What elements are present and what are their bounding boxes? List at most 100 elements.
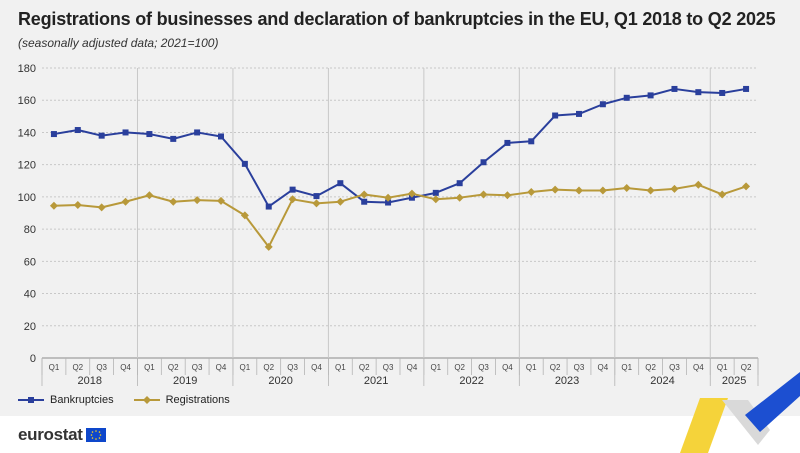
data-point-registrations — [97, 203, 106, 212]
data-point-bankruptcies — [218, 133, 224, 140]
x-tick-label-quarter: Q3 — [96, 363, 107, 372]
data-point-bankruptcies — [385, 199, 392, 206]
x-tick-label-quarter: Q1 — [526, 363, 537, 372]
data-point-registrations — [169, 197, 178, 206]
data-point-registrations — [598, 186, 607, 195]
legend: Bankruptcies Registrations — [18, 394, 250, 406]
x-tick-label-quarter: Q4 — [693, 363, 704, 372]
x-tick-label-quarter: Q3 — [669, 363, 680, 372]
data-point-bankruptcies — [265, 203, 272, 210]
x-tick-label-quarter: Q4 — [311, 363, 322, 372]
x-tick-label-quarter: Q4 — [598, 363, 609, 372]
data-point-bankruptcies — [504, 139, 511, 146]
x-tick-label-quarter: Q2 — [645, 363, 656, 372]
x-tick-label-quarter: Q3 — [192, 363, 203, 372]
data-point-bankruptcies — [647, 92, 654, 99]
data-point-registrations — [49, 201, 58, 210]
y-tick-label: 0 — [30, 353, 36, 365]
data-point-bankruptcies — [74, 127, 81, 134]
y-tick-label: 120 — [18, 160, 36, 172]
chart-title: Registrations of businesses and declarat… — [18, 9, 776, 29]
data-point-registrations — [551, 185, 560, 194]
x-tick-label-year: 2025 — [722, 375, 746, 387]
data-point-bankruptcies — [194, 129, 201, 136]
data-point-registrations — [384, 193, 393, 202]
x-tick-label-quarter: Q1 — [49, 363, 60, 372]
x-tick-label-quarter: Q4 — [502, 363, 513, 372]
x-tick-label-quarter: Q3 — [287, 363, 298, 372]
data-point-bankruptcies — [170, 135, 177, 142]
footer: eurostat — [0, 416, 800, 453]
data-point-bankruptcies — [576, 110, 582, 117]
chart-subtitle: (seasonally adjusted data; 2021=100) — [18, 36, 219, 50]
x-tick-label-quarter: Q1 — [144, 363, 155, 372]
data-point-registrations — [670, 184, 679, 193]
legend-item-bankruptcies[interactable]: Bankruptcies — [18, 394, 114, 406]
data-point-registrations — [503, 191, 512, 200]
y-tick-label: 160 — [18, 95, 36, 107]
data-point-bankruptcies — [122, 129, 129, 136]
x-tick-label-year: 2018 — [77, 375, 101, 387]
x-tick-label-quarter: Q3 — [574, 363, 585, 372]
x-tick-label-quarter: Q2 — [359, 363, 370, 372]
x-tick-label-year: 2022 — [459, 375, 483, 387]
data-point-registrations — [336, 197, 345, 206]
data-point-bankruptcies — [719, 89, 726, 96]
eurostat-wordmark: eurostat — [18, 425, 83, 444]
x-tick-label-year: 2023 — [555, 375, 579, 387]
data-point-registrations — [742, 182, 751, 191]
x-tick-label-quarter: Q4 — [216, 363, 227, 372]
x-tick-label-quarter: Q4 — [120, 363, 131, 372]
data-point-bankruptcies — [241, 160, 248, 167]
x-tick-label-quarter: Q1 — [240, 363, 251, 372]
legend-label-bankruptcies: Bankruptcies — [50, 394, 114, 406]
data-point-registrations — [718, 190, 727, 199]
y-tick-label: 180 — [18, 63, 36, 75]
data-point-bankruptcies — [146, 131, 153, 138]
x-tick-label-quarter: Q3 — [383, 363, 394, 372]
legend-swatch-bankruptcies — [18, 397, 44, 403]
legend-item-registrations[interactable]: Registrations — [133, 394, 230, 406]
data-point-registrations — [73, 200, 82, 209]
data-point-registrations — [121, 197, 130, 206]
eu-flag-icon — [85, 428, 106, 442]
x-tick-label-year: 2019 — [173, 375, 197, 387]
x-tick-label-quarter: Q2 — [168, 363, 179, 372]
x-tick-label-quarter: Q2 — [263, 363, 274, 372]
x-tick-label-quarter: Q4 — [407, 363, 418, 372]
data-point-registrations — [264, 242, 273, 251]
data-point-registrations — [479, 190, 488, 199]
series-line-bankruptcies — [53, 87, 747, 208]
y-tick-label: 140 — [18, 127, 36, 139]
data-point-registrations — [360, 190, 369, 199]
x-tick-label-quarter: Q2 — [72, 363, 83, 372]
data-point-registrations — [575, 186, 583, 195]
data-point-registrations — [431, 195, 440, 204]
data-point-registrations — [622, 184, 631, 193]
data-point-bankruptcies — [743, 85, 750, 92]
chart-panel — [0, 0, 800, 416]
eurostat-logo[interactable]: eurostat — [18, 425, 106, 445]
x-tick-label-quarter: Q1 — [621, 363, 632, 372]
data-point-bankruptcies — [480, 159, 487, 166]
series-line-registrations — [53, 183, 747, 248]
x-tick-label-year: 2021 — [364, 375, 388, 387]
data-point-registrations — [455, 193, 464, 202]
x-tick-label-year: 2020 — [268, 375, 292, 387]
x-tick-label-year: 2024 — [650, 375, 674, 387]
y-tick-label: 100 — [18, 192, 36, 204]
data-point-bankruptcies — [337, 180, 344, 187]
data-point-registrations — [145, 191, 154, 200]
line-chart: 0 20 40 60 80 100 120 140 160 180 Q1 Q2 Q3 Q4 Q1 Q2 Q3 Q4… — [18, 63, 759, 387]
x-tick-label-quarter: Q1 — [717, 363, 728, 372]
data-point-bankruptcies — [528, 138, 535, 145]
data-point-registrations — [694, 180, 703, 189]
data-point-bankruptcies — [432, 189, 439, 196]
x-tick-label-quarter: Q1 — [430, 363, 441, 372]
x-tick-label-quarter: Q2 — [454, 363, 465, 372]
x-tick-label-quarter: Q1 — [335, 363, 346, 372]
y-tick-label: 80 — [24, 224, 36, 236]
legend-swatch-registrations — [133, 396, 160, 404]
y-tick-label: 20 — [24, 321, 36, 333]
data-point-bankruptcies — [408, 194, 415, 201]
